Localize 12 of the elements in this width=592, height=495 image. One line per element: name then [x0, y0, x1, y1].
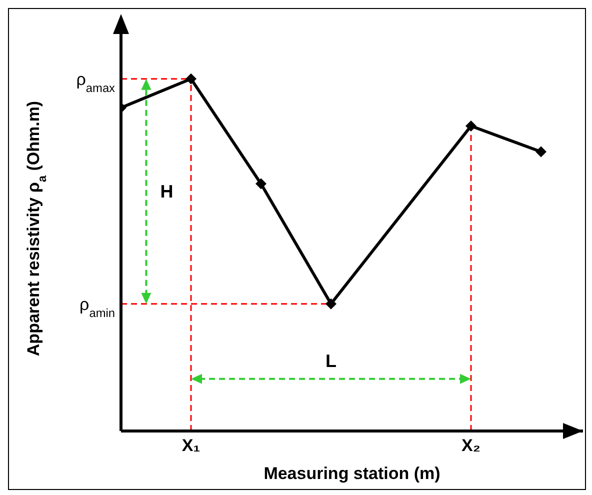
annotation: L — [326, 350, 336, 371]
x-axis-title: Measuring station (m) — [264, 464, 440, 483]
ref-line-label: ρ$_{amax}$ — [76, 70, 116, 95]
point — [186, 73, 196, 84]
x-tick-label: X₂ — [462, 436, 480, 456]
point — [256, 178, 266, 190]
point — [326, 298, 336, 310]
point — [536, 146, 546, 158]
annotation: H — [160, 181, 174, 202]
ref-line-label: ρ$_{amin}$ — [80, 294, 115, 320]
x-tick-label: X₁ — [182, 436, 200, 456]
point — [466, 120, 476, 132]
